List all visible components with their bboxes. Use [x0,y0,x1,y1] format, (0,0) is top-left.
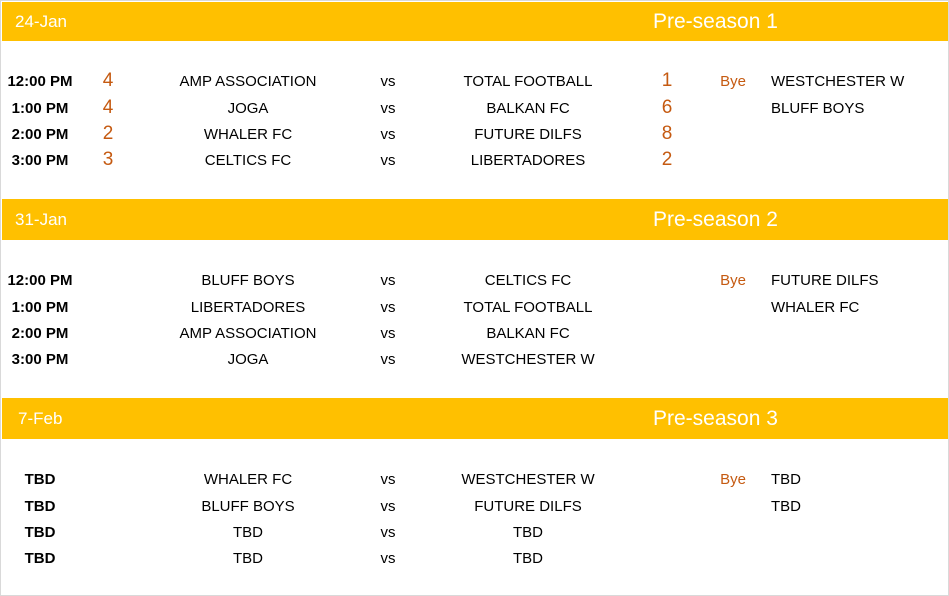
away-team: TOTAL FOOTBALL [463,298,593,316]
away-team: LIBERTADORES [470,151,586,169]
vs-label: vs [380,271,396,289]
match-row: TBD TBD vs TBD [1,545,948,571]
match-time: 2:00 PM [11,324,69,342]
vs-label: vs [380,125,396,143]
away-score: 2 [661,149,673,170]
home-score: 4 [102,70,114,91]
vs-label: vs [380,72,396,90]
home-team: TBD [233,523,263,541]
week-header: 7-Feb Pre-season 3 [2,398,948,439]
away-team: FUTURE DILFS [474,125,582,143]
week-header: 31-Jan Pre-season 2 [2,199,948,240]
home-team: LIBERTADORES [190,298,306,316]
away-team: TBD [513,549,543,567]
away-team: CELTICS FC [484,271,572,289]
bye-team: TBD [771,497,801,515]
away-team: TBD [513,523,543,541]
bye-team: FUTURE DILFS [771,271,879,289]
week-date: 7-Feb [18,408,63,428]
week-header: 24-Jan Pre-season 1 [2,2,948,41]
home-score: 2 [102,123,114,144]
match-row: 12:00 PM 4 AMP ASSOCIATION vs TOTAL FOOT… [1,68,948,94]
home-team: BLUFF BOYS [201,497,295,515]
away-team: TOTAL FOOTBALL [463,72,593,90]
match-time: 12:00 PM [7,72,73,90]
home-score: 3 [102,149,114,170]
match-time: TBD [24,497,56,515]
match-time: TBD [24,523,56,541]
match-time: 12:00 PM [7,271,73,289]
bye-team: BLUFF BOYS [771,99,865,117]
match-row: 1:00 PM LIBERTADORES vs TOTAL FOOTBALL W… [1,294,948,320]
week-date: 24-Jan [15,11,67,31]
bye-team: WESTCHESTER W [771,72,905,90]
match-time: 3:00 PM [11,151,69,169]
away-score: 6 [661,97,673,118]
bye-team: TBD [771,470,801,488]
away-score: 1 [661,70,673,91]
home-team: WHALER FC [203,470,293,488]
match-time: 2:00 PM [11,125,69,143]
away-team: BALKAN FC [486,99,570,117]
match-row: 3:00 PM 3 CELTICS FC vs LIBERTADORES 2 [1,147,948,173]
home-team: JOGA [227,350,269,368]
match-row: 2:00 PM AMP ASSOCIATION vs BALKAN FC [1,320,948,346]
match-row: 3:00 PM JOGA vs WESTCHESTER W [1,346,948,372]
away-team: WESTCHESTER W [461,350,595,368]
vs-label: vs [380,151,396,169]
vs-label: vs [380,99,396,117]
season-title: Pre-season 1 [653,9,778,33]
vs-label: vs [380,523,396,541]
season-title: Pre-season 3 [653,406,778,430]
match-time: TBD [24,549,56,567]
match-row: 1:00 PM 4 JOGA vs BALKAN FC 6 BLUFF BOYS [1,95,948,121]
away-team: BALKAN FC [486,324,570,342]
away-score: 8 [661,123,673,144]
vs-label: vs [380,350,396,368]
home-team: JOGA [227,99,269,117]
home-team: AMP ASSOCIATION [179,324,317,342]
vs-label: vs [380,549,396,567]
match-row: 12:00 PM BLUFF BOYS vs CELTICS FC Bye FU… [1,267,948,293]
home-team: BLUFF BOYS [201,271,295,289]
vs-label: vs [380,298,396,316]
match-time: 1:00 PM [11,298,69,316]
match-row: TBD TBD vs TBD [1,519,948,545]
home-team: WHALER FC [203,125,293,143]
home-team: CELTICS FC [204,151,292,169]
match-row: TBD BLUFF BOYS vs FUTURE DILFS TBD [1,493,948,519]
bye-label: Bye [720,271,746,289]
home-team: TBD [233,549,263,567]
match-row: 2:00 PM 2 WHALER FC vs FUTURE DILFS 8 [1,121,948,147]
match-row: TBD WHALER FC vs WESTCHESTER W Bye TBD [1,466,948,492]
bye-label: Bye [720,72,746,90]
vs-label: vs [380,324,396,342]
vs-label: vs [380,470,396,488]
away-team: FUTURE DILFS [474,497,582,515]
away-team: WESTCHESTER W [461,470,595,488]
match-time: 3:00 PM [11,350,69,368]
match-time: TBD [24,470,56,488]
home-team: AMP ASSOCIATION [179,72,317,90]
bye-team: WHALER FC [771,298,860,316]
bye-label: Bye [720,470,746,488]
week-date: 31-Jan [15,209,67,229]
home-score: 4 [102,97,114,118]
match-time: 1:00 PM [11,99,69,117]
season-title: Pre-season 2 [653,207,778,231]
vs-label: vs [380,497,396,515]
